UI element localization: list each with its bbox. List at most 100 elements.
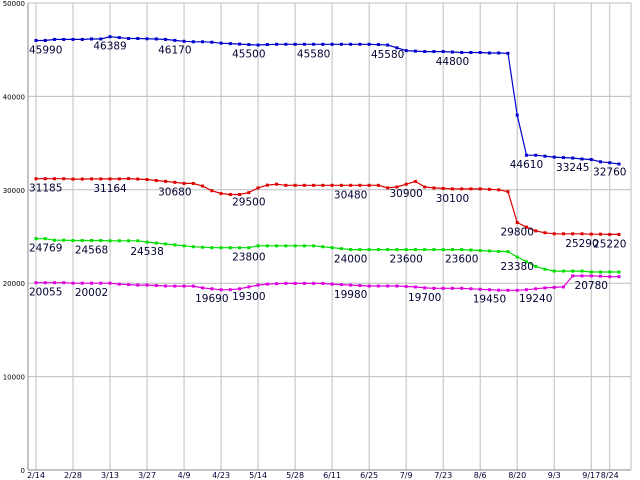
series-1-point [543, 154, 547, 158]
series-4-point [53, 281, 57, 285]
series-3-point [43, 237, 47, 241]
series-3-point [423, 248, 427, 252]
y-tick-label: 40000 [3, 93, 25, 101]
series-1-point [302, 42, 306, 46]
x-tick-label: 2/28 [64, 471, 82, 480]
series-3-point [450, 248, 454, 252]
series-4-point [219, 288, 223, 292]
series-1-point [275, 42, 279, 46]
series-1-point [284, 42, 288, 46]
series-line-2 [36, 177, 619, 235]
series-4-point [275, 282, 279, 286]
series-4-point [543, 286, 547, 290]
data-label: 46170 [158, 44, 191, 56]
series-3-point [339, 247, 343, 251]
series-3-point [478, 249, 482, 253]
series-2-point [376, 183, 380, 187]
series-1-point [515, 113, 519, 117]
y-axis-tick-labels: 0 10000 20000 30000 40000 50000 [3, 0, 25, 475]
data-label: 32760 [593, 167, 626, 179]
series-2-point [265, 183, 269, 187]
series-2-point [99, 177, 103, 181]
series-4-point [358, 284, 362, 288]
series-1-point [265, 43, 269, 47]
series-2-point [293, 183, 297, 187]
series-3-point [312, 244, 316, 248]
x-tick-label: 6/11 [323, 471, 341, 480]
series-3-point [321, 245, 325, 249]
x-tick-label: 8/20 [508, 471, 526, 480]
series-2-point [117, 177, 121, 181]
series-3-point [395, 248, 399, 252]
series-2-point [395, 185, 399, 189]
data-label: 19690 [195, 293, 228, 305]
series-4-point [293, 281, 297, 285]
x-tick-label: 9/17 [582, 471, 600, 480]
series-2-point [441, 186, 445, 190]
series-2-point [349, 183, 353, 187]
data-label: 30100 [436, 193, 469, 205]
series-4-point [99, 281, 103, 285]
series-1-point [108, 35, 112, 39]
series-3-point [561, 269, 565, 273]
series-4-point [312, 281, 316, 285]
series-1-point [441, 50, 445, 54]
series-2-point [571, 232, 575, 236]
data-label: 19300 [232, 291, 265, 303]
series-3-point [247, 246, 251, 250]
x-tick-label: 2/14 [27, 471, 45, 480]
series-4-point [145, 283, 149, 287]
series-1-point [524, 153, 528, 157]
series-2-point [80, 177, 84, 181]
series-3-point [173, 243, 177, 247]
series-2-point [312, 183, 316, 187]
series-1-point [238, 42, 242, 46]
x-tick-label: 5/28 [286, 471, 304, 480]
series-2-point [413, 179, 417, 183]
series-4-point [367, 284, 371, 288]
series-1-point [561, 156, 565, 160]
series-2-point [228, 192, 232, 196]
series-2-point [201, 184, 205, 188]
series-4-point [598, 274, 602, 278]
data-label: 44800 [436, 56, 469, 68]
series-3-point [524, 260, 528, 264]
series-1-point [589, 157, 593, 161]
series-3-point [506, 250, 510, 254]
series-4-point [460, 286, 464, 290]
series-4-point [136, 283, 140, 287]
series-1-point [136, 36, 140, 40]
series-4-point [127, 283, 131, 287]
series-4-point [552, 285, 556, 289]
series-4-point [515, 288, 519, 292]
series-2-point [478, 187, 482, 191]
series-2-point [404, 182, 408, 186]
series-1-point [293, 42, 297, 46]
series-4-point [349, 283, 353, 287]
x-tick-label: 5/14 [249, 471, 267, 480]
series-1-point [469, 51, 473, 55]
data-label: 19700 [408, 292, 441, 304]
data-label: 46389 [93, 41, 126, 53]
series-1-point [571, 156, 575, 160]
series-3-point [441, 248, 445, 252]
series-3-point [376, 248, 380, 252]
series-1-point [256, 43, 260, 47]
series-4-point [182, 284, 186, 288]
series-1-point [330, 42, 334, 46]
series-3-point [53, 238, 57, 242]
series-1-point [43, 38, 47, 42]
series-1-point [228, 42, 232, 46]
series-3-point [108, 239, 112, 243]
series-2-point [108, 177, 112, 181]
series-1-point [117, 36, 121, 40]
series-line-1 [36, 36, 620, 165]
series-4-point [450, 286, 454, 290]
series-2-point [497, 188, 501, 192]
series-1-point [99, 37, 103, 41]
series-1-point [534, 153, 538, 157]
series-4-point [469, 287, 473, 291]
series-1-point [145, 37, 149, 41]
series-4-point [386, 284, 390, 288]
series-4-point [432, 286, 436, 290]
